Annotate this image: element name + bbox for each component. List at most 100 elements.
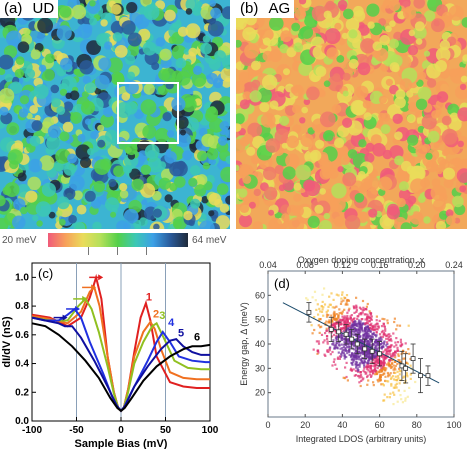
density-cell <box>346 338 349 341</box>
density-cell <box>346 379 349 382</box>
density-cell <box>319 310 322 313</box>
density-cell <box>365 305 368 308</box>
density-cell <box>379 360 382 363</box>
density-cell <box>343 296 346 299</box>
map-patch <box>396 169 411 184</box>
density-cell <box>358 324 361 327</box>
map-patch <box>279 115 290 126</box>
map-patch <box>362 100 372 109</box>
density-cell <box>388 374 391 377</box>
map-patch <box>392 113 403 125</box>
map-patch <box>27 176 41 191</box>
density-cell <box>368 326 371 329</box>
map-patch <box>378 176 393 191</box>
density-cell <box>382 354 385 357</box>
density-cell <box>385 341 389 344</box>
map-patch <box>435 220 447 229</box>
density-cell <box>365 342 369 345</box>
y-tick-label: 0.4 <box>15 359 29 370</box>
density-cell <box>331 350 334 354</box>
density-cell <box>340 338 343 341</box>
density-cell <box>346 311 349 314</box>
density-cell <box>317 342 321 345</box>
density-cell <box>380 325 384 328</box>
density-cell <box>378 371 381 374</box>
density-cell <box>351 323 354 326</box>
map-patch <box>318 219 332 229</box>
map-patch <box>292 205 304 217</box>
map-patch <box>85 82 97 94</box>
map-patch <box>441 115 452 126</box>
map-patch <box>41 182 57 197</box>
density-cell <box>341 293 344 296</box>
density-cell <box>374 365 377 368</box>
map-patch <box>421 114 437 130</box>
density-cell <box>389 377 393 380</box>
density-cell <box>368 320 371 323</box>
y-tick-label: 0.0 <box>15 416 29 427</box>
map-patch <box>77 134 86 142</box>
density-cell <box>406 362 409 365</box>
map-patch <box>334 137 345 149</box>
map-patch <box>439 40 451 51</box>
panel-c-letter: (c) <box>38 266 53 281</box>
density-cell <box>319 318 322 321</box>
map-patch <box>207 20 224 37</box>
density-cell <box>374 339 377 342</box>
density-cell <box>383 341 386 344</box>
density-cell <box>378 337 381 340</box>
density-cell <box>323 322 326 325</box>
map-patch <box>123 164 132 174</box>
x2-tick-label: 0.16 <box>371 260 389 270</box>
map-patch <box>202 162 210 170</box>
map-patch <box>188 177 198 187</box>
density-cell <box>330 331 334 334</box>
density-cell <box>339 347 342 350</box>
density-cell <box>322 341 325 344</box>
map-patch <box>147 156 162 171</box>
density-cell <box>404 351 408 354</box>
map-patch <box>319 188 326 195</box>
density-cell <box>374 342 377 345</box>
map-patch <box>58 218 66 226</box>
map-patch <box>279 44 289 54</box>
density-cell <box>354 362 358 365</box>
point-marker <box>418 373 423 379</box>
density-cell <box>402 376 405 379</box>
map-patch <box>319 159 333 173</box>
density-cell <box>360 339 363 342</box>
point-marker <box>425 373 431 379</box>
map-patch <box>103 107 114 118</box>
density-cell <box>356 369 359 372</box>
density-cell <box>375 354 378 357</box>
density-cell <box>356 322 359 326</box>
x-tick-label: 100 <box>446 420 461 430</box>
map-patch <box>82 75 92 85</box>
density-cell <box>331 343 334 346</box>
density-cell <box>317 313 320 316</box>
density-cell <box>387 361 390 364</box>
density-cell <box>345 355 348 359</box>
density-cell <box>392 391 395 394</box>
density-cell <box>381 361 384 364</box>
map-patch <box>105 129 118 143</box>
density-cell <box>380 383 383 386</box>
density-cell <box>383 325 386 328</box>
density-cell <box>361 318 364 321</box>
map-patch <box>29 135 41 147</box>
density-cell <box>389 372 392 375</box>
density-cell <box>341 336 344 339</box>
map-patch <box>190 198 201 209</box>
density-cell <box>372 381 375 384</box>
map-patch <box>140 99 157 115</box>
map-patch <box>86 40 101 55</box>
density-cell <box>408 386 411 389</box>
density-cell <box>347 309 350 312</box>
density-cell <box>353 311 356 314</box>
density-cell <box>380 364 383 367</box>
density-cell <box>396 349 399 352</box>
map-patch <box>110 211 117 218</box>
density-cell <box>382 343 386 346</box>
density-cell <box>332 316 335 320</box>
density-cell <box>384 333 387 336</box>
